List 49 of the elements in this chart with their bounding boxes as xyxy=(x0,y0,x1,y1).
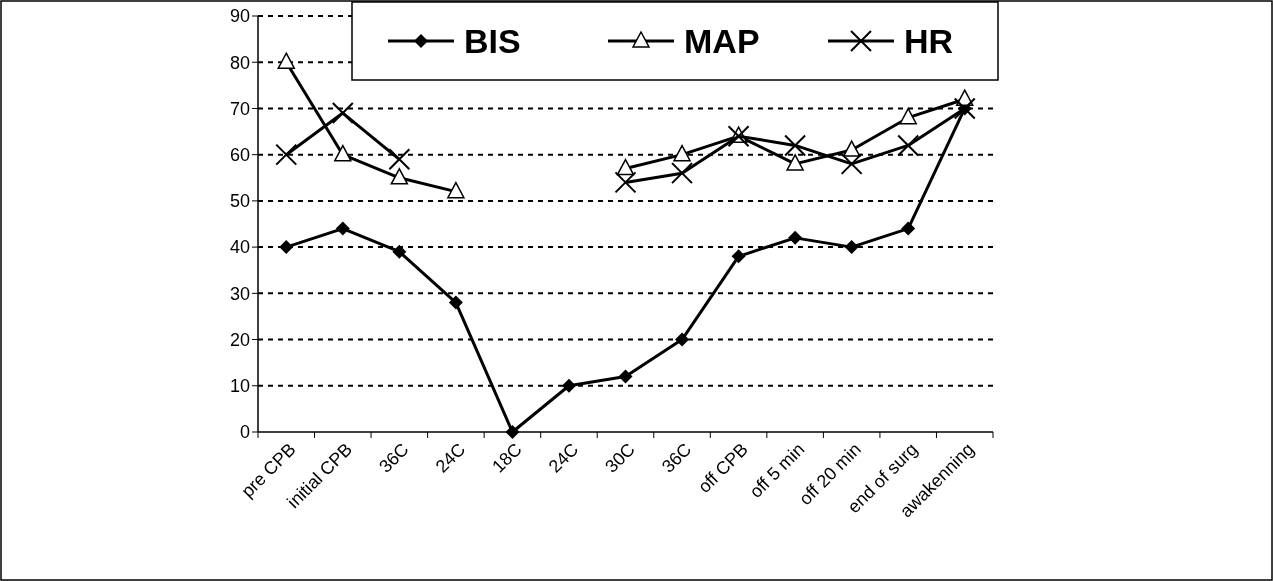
point xyxy=(784,134,807,157)
point xyxy=(277,52,296,69)
x-tick-label: off CPB xyxy=(694,439,752,497)
point xyxy=(447,181,465,199)
x-tick-label: 18C xyxy=(488,439,526,477)
point xyxy=(786,154,804,171)
point xyxy=(840,152,863,175)
point xyxy=(331,102,354,125)
x-tick-label: 24C xyxy=(431,439,470,477)
point xyxy=(788,230,803,245)
point xyxy=(618,369,633,384)
point xyxy=(392,244,407,259)
point xyxy=(616,158,635,176)
y-tick-label: 50 xyxy=(229,191,250,212)
point xyxy=(614,171,637,194)
point xyxy=(673,144,691,162)
legend-label: MAP xyxy=(684,21,760,60)
point xyxy=(390,168,409,185)
x-tick-label: 36C xyxy=(657,439,696,477)
point xyxy=(671,162,694,185)
point xyxy=(844,240,859,255)
x-tick-label: 24C xyxy=(544,439,583,477)
point xyxy=(334,144,352,162)
y-tick-label: 70 xyxy=(229,98,250,119)
y-tick-label: 80 xyxy=(229,52,250,73)
x-tick-label: 36C xyxy=(375,439,413,477)
point xyxy=(505,425,520,439)
point xyxy=(675,332,690,347)
point xyxy=(561,378,576,393)
y-tick-label: 10 xyxy=(229,376,250,397)
point xyxy=(275,143,298,166)
y-tick-label: 40 xyxy=(229,237,250,258)
point xyxy=(335,221,350,236)
point xyxy=(901,221,916,236)
y-tick-label: 20 xyxy=(229,329,250,350)
legend-label: HR xyxy=(904,21,954,60)
point xyxy=(731,249,746,264)
point xyxy=(897,134,920,157)
point xyxy=(448,295,463,310)
point xyxy=(388,148,411,171)
y-tick-label: 90 xyxy=(229,6,250,27)
x-tick-label: 30C xyxy=(601,439,639,477)
y-tick-label: 0 xyxy=(239,422,250,443)
y-tick-label: 30 xyxy=(229,283,250,304)
legend-label: BIS xyxy=(464,21,521,60)
point xyxy=(279,240,294,255)
point xyxy=(899,107,917,125)
y-tick-label: 60 xyxy=(229,144,250,165)
point xyxy=(842,140,861,157)
